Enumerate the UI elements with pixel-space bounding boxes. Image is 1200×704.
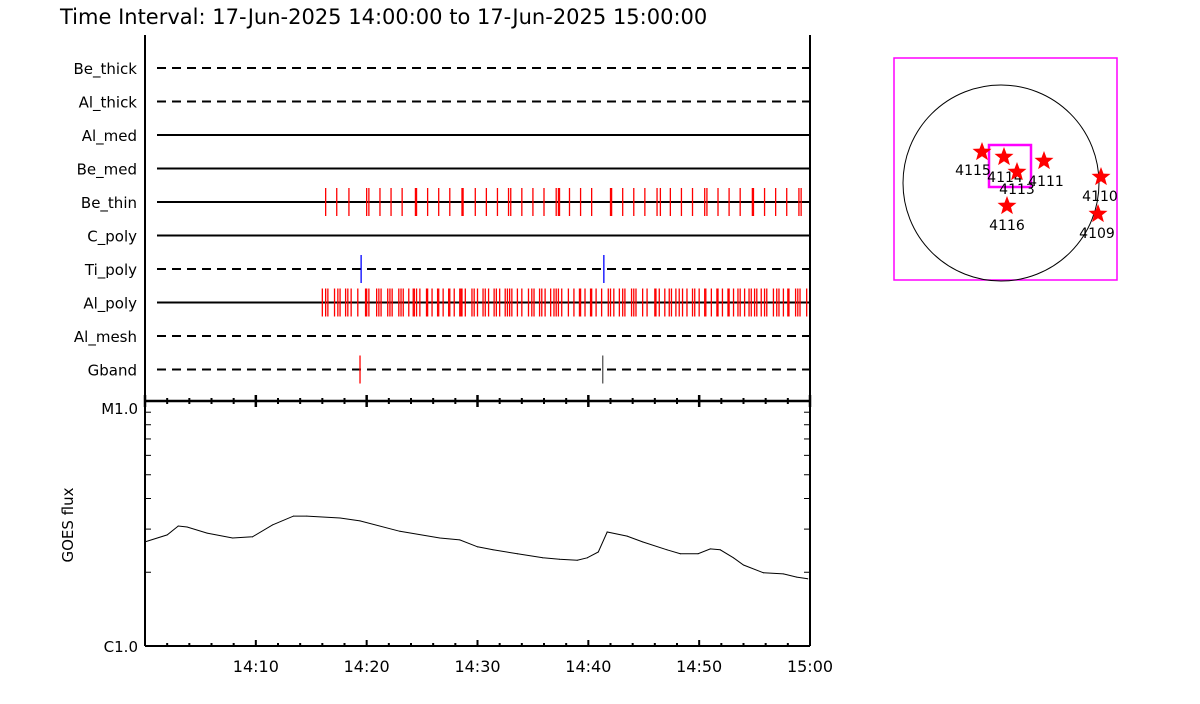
- goes-data-point: [733, 557, 735, 559]
- active-region-star-icon: [1007, 162, 1027, 181]
- goes-data-point: [206, 532, 208, 534]
- filter-label: Be_thick: [73, 60, 137, 79]
- goes-data-point: [796, 576, 798, 578]
- goes-data-point: [516, 553, 518, 555]
- goes-data-point: [626, 535, 628, 537]
- goes-data-point: [697, 553, 699, 555]
- goes-data-point: [679, 553, 681, 555]
- goes-data-point: [606, 531, 608, 533]
- x-tick-label: 14:30: [454, 657, 500, 676]
- goes-data-point: [492, 549, 494, 551]
- x-tick-label: 14:40: [565, 657, 611, 676]
- active-region-star-icon: [1091, 167, 1111, 186]
- x-tick-label: 14:50: [676, 657, 722, 676]
- goes-data-point: [743, 564, 744, 566]
- active-region-star-icon: [994, 147, 1014, 166]
- goes-data-point: [439, 537, 441, 539]
- filter-row-al_thick: Al_thick: [79, 94, 810, 113]
- filter-label: Be_med: [77, 161, 137, 180]
- y-axis-label: GOES flux: [59, 487, 77, 562]
- goes-data-point: [666, 549, 668, 551]
- active-region-star-icon: [1088, 204, 1108, 223]
- goes-data-point: [252, 536, 254, 538]
- plot-title: Time Interval: 17-Jun-2025 14:00:00 to 1…: [59, 5, 707, 29]
- goes-data-point: [144, 541, 146, 543]
- active-region-label: 4111: [1028, 174, 1064, 190]
- filter-label: Ti_poly: [84, 261, 137, 280]
- pointing-box: [987, 143, 1033, 189]
- filter-timeline-panel: Be_thick Al_thick Al_med Be_med Be_thin C_pol…: [73, 35, 812, 407]
- goes-data-point: [186, 526, 188, 528]
- goes-data-point: [339, 517, 341, 519]
- goes-flux-line: [144, 515, 808, 580]
- filter-row-be_med: Be_med: [77, 161, 810, 180]
- goes-data-point: [232, 537, 234, 539]
- filter-label: Al_thick: [79, 94, 138, 113]
- active-region-label: 4116: [989, 218, 1025, 234]
- goes-data-point: [782, 573, 784, 575]
- filter-row-al_med: Al_med: [82, 127, 810, 146]
- filter-row-be_thin: Be_thin: [81, 188, 810, 216]
- goes-data-point: [719, 549, 721, 551]
- filter-label: Al_poly: [83, 295, 137, 314]
- goes-data-point: [709, 548, 711, 550]
- goes-data-point: [597, 551, 599, 553]
- goes-data-point: [271, 524, 273, 526]
- goes-data-point: [477, 546, 478, 548]
- y-tick-label: M1.0: [101, 400, 138, 418]
- goes-data-point: [293, 515, 295, 517]
- goes-data-point: [359, 520, 361, 522]
- filter-row-al_poly: Al_poly: [83, 288, 810, 317]
- x-tick-label: 15:00: [787, 657, 833, 676]
- goes-data-point: [177, 525, 179, 527]
- x-tick-label: 14:20: [344, 657, 390, 676]
- active-region-label: 4109: [1079, 226, 1115, 242]
- goes-data-point: [399, 530, 401, 532]
- active-region-star-icon: [997, 196, 1017, 215]
- goes-data-point: [166, 534, 168, 536]
- filter-label: C_poly: [87, 228, 137, 247]
- filter-label: Al_mesh: [74, 328, 137, 347]
- goes-data-point: [306, 515, 308, 517]
- active-region-star-icon: [972, 142, 992, 161]
- goes-data-point: [586, 557, 588, 559]
- goes-data-point: [576, 559, 578, 561]
- goes-data-point: [807, 578, 809, 580]
- goes-flux-panel: 14:10 14:20 14:30 14:40 14:50 15:00 C1.0 M1.0 GO…: [59, 400, 833, 676]
- filter-row-gband: Gband: [88, 355, 810, 384]
- solar-limb: [902, 84, 1100, 282]
- filter-row-ti_poly: Ti_poly: [84, 255, 810, 283]
- filter-label: Gband: [88, 362, 137, 380]
- active-region-star-icon: [1034, 151, 1054, 170]
- active-region-label: 4115: [955, 163, 991, 179]
- y-tick-label: C1.0: [104, 638, 138, 656]
- goes-data-point: [559, 558, 561, 560]
- active-region-label: 4110: [1082, 189, 1118, 205]
- filter-row-be_thick: Be_thick: [73, 60, 810, 79]
- filter-row-al_mesh: Al_mesh: [74, 328, 810, 347]
- active-region-label: 4113: [999, 182, 1035, 198]
- goes-data-point: [642, 541, 644, 543]
- x-tick-label: 14:10: [233, 657, 279, 676]
- goes-data-point: [762, 572, 764, 574]
- filter-label: Al_med: [82, 127, 137, 146]
- filter-row-c_poly: C_poly: [87, 228, 810, 247]
- goes-data-point: [459, 539, 461, 541]
- field-of-view-box: [893, 57, 1118, 281]
- filter-label: Be_thin: [81, 194, 137, 213]
- goes-data-point: [542, 557, 544, 559]
